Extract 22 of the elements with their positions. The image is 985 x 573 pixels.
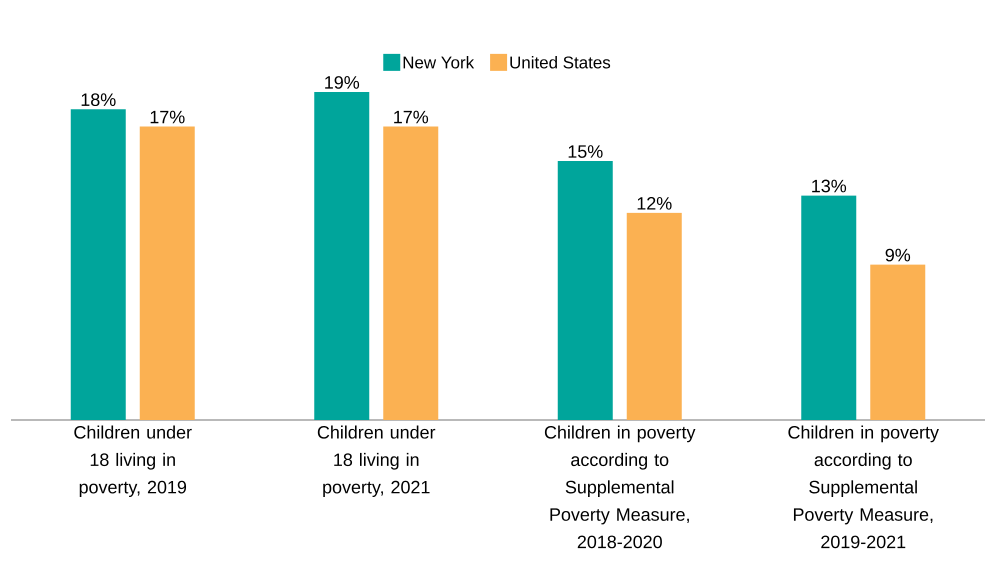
data-label: 12% <box>638 197 672 210</box>
data-label: 13% <box>812 180 846 192</box>
data-label: 15% <box>568 145 603 158</box>
data-label: 17% <box>394 110 428 124</box>
bar <box>140 126 195 420</box>
data-label: 19% <box>325 76 360 89</box>
data-label: 17% <box>150 110 185 124</box>
x-tick-label: Children in poverty according to Supplemental Poverty Measure, 2018-2020 <box>544 426 696 548</box>
x-tick-label: Children under 18 living in poverty, 2021 <box>318 426 436 498</box>
bar <box>383 126 438 420</box>
bar <box>801 196 856 420</box>
bar <box>870 264 926 420</box>
legend-label: New York <box>404 56 474 68</box>
bar <box>70 109 126 420</box>
data-label: 18% <box>82 93 116 106</box>
bar <box>626 212 682 420</box>
data-label: 9% <box>886 248 910 262</box>
x-tick-label: Children under 18 living in poverty, 2019 <box>74 426 192 498</box>
x-tick-label: Children in poverty according to Supplemental Poverty Measure, 2019-2021 <box>788 426 939 548</box>
legend-label: United States <box>510 56 610 68</box>
bar <box>558 161 613 420</box>
bar <box>314 92 370 420</box>
